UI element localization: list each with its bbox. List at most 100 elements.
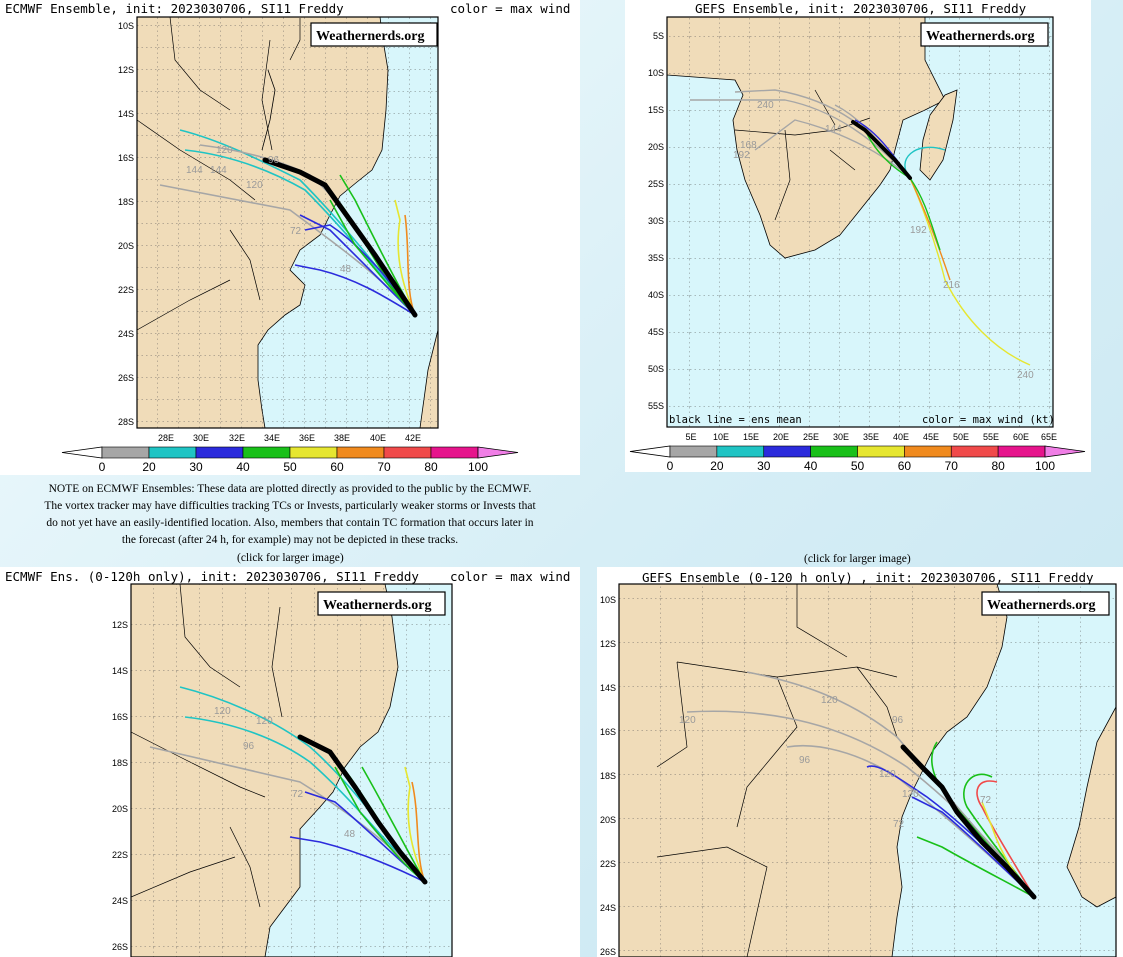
- svg-text:120: 120: [879, 769, 896, 780]
- svg-text:144: 144: [210, 165, 227, 176]
- svg-text:12S: 12S: [600, 639, 616, 649]
- grid: [131, 584, 452, 957]
- brand-label: Weathernerds.org: [323, 598, 431, 613]
- colorbar-segment: [716, 445, 765, 458]
- track-labels: 144 120 144 120 96 72 48: [186, 145, 352, 275]
- svg-text:55E: 55E: [983, 432, 999, 442]
- click-for-larger-image-link-right[interactable]: (click for larger image): [804, 553, 911, 565]
- svg-text:72: 72: [893, 819, 905, 830]
- svg-text:120: 120: [216, 145, 233, 156]
- latitude-labels: 12S 14S 16S 18S 20S 22S 24S 26S: [112, 620, 128, 952]
- colorbar-arrow-low: [61, 446, 103, 459]
- ecmwf-ensemble-map[interactable]: ECMWF Ensemble, init: 2023030706, SI11 F…: [0, 0, 580, 475]
- svg-text:12S: 12S: [118, 65, 134, 75]
- colorbar-arrow-low: [629, 445, 671, 458]
- svg-text:22S: 22S: [600, 859, 616, 869]
- svg-text:18S: 18S: [600, 771, 616, 781]
- track-labels: 120 120 96 96 120 120 72 72: [679, 695, 992, 830]
- svg-text:14S: 14S: [118, 109, 134, 119]
- svg-text:96: 96: [799, 755, 811, 766]
- colorbar-segment: [904, 445, 952, 458]
- map-title: GEFS Ensemble, init: 2023030706, SI11 Fr…: [695, 1, 1027, 16]
- svg-text:5E: 5E: [685, 432, 696, 442]
- svg-text:168: 168: [740, 140, 757, 151]
- ecmwf-note: NOTE on ECMWF Ensembles: These data are …: [44, 483, 536, 546]
- colorbar-segment: [383, 446, 432, 459]
- colorbar-segment: [950, 445, 999, 458]
- colorbar-segment: [997, 445, 1046, 458]
- svg-text:35E: 35E: [863, 432, 879, 442]
- brand-box: [981, 591, 1110, 616]
- svg-text:30E: 30E: [193, 433, 209, 443]
- colorbar-arrow-high: [1044, 445, 1086, 458]
- colorbar-label: 60: [330, 460, 344, 474]
- svg-text:12S: 12S: [112, 620, 128, 630]
- svg-text:28E: 28E: [158, 433, 174, 443]
- svg-text:96: 96: [268, 155, 280, 166]
- colorbar-label: 20: [142, 460, 156, 474]
- wind-colorbar: 0 20 30 40 50 60 70 80 100: [629, 445, 1086, 472]
- ecmwf-0-120h-map[interactable]: ECMWF Ens. (0-120h only), init: 20230307…: [0, 567, 580, 957]
- colorbar-segment: [195, 446, 244, 459]
- gefs-0-120h-map[interactable]: GEFS Ensemble (0-120 h only) , init: 202…: [597, 567, 1123, 957]
- svg-text:18S: 18S: [118, 197, 134, 207]
- colorbar-label: 0: [667, 459, 674, 472]
- svg-text:18S: 18S: [112, 758, 128, 768]
- map-frame: [130, 583, 453, 957]
- svg-text:32E: 32E: [229, 433, 245, 443]
- svg-text:30S: 30S: [648, 216, 664, 226]
- colorbar-label: 50: [283, 460, 297, 474]
- map-frame: [666, 16, 1054, 428]
- svg-text:24S: 24S: [600, 903, 616, 913]
- svg-text:65E: 65E: [1041, 432, 1057, 442]
- svg-text:120: 120: [679, 715, 696, 726]
- svg-text:48: 48: [344, 829, 356, 840]
- svg-text:15S: 15S: [648, 105, 664, 115]
- colorbar-label: 30: [189, 460, 203, 474]
- svg-text:96: 96: [892, 715, 904, 726]
- svg-text:120: 120: [246, 180, 263, 191]
- brand-box: [920, 22, 1049, 47]
- svg-text:45S: 45S: [648, 327, 664, 337]
- mean-line-note: black line = ens mean: [669, 414, 802, 426]
- svg-text:192: 192: [733, 150, 750, 161]
- colorbar-segment: [857, 445, 905, 458]
- latitude-labels: 5S 10S 15S 20S 25S 30S 35S 40S 45S 50S 5…: [648, 31, 664, 411]
- svg-text:50E: 50E: [953, 432, 969, 442]
- map-title: GEFS Ensemble (0-120 h only) , init: 202…: [642, 570, 1094, 585]
- longitude-labels: 28E 30E 32E 34E 36E 38E 40E 42E: [158, 433, 421, 443]
- colorbar-label: 0: [99, 460, 106, 474]
- svg-text:240: 240: [757, 100, 774, 111]
- svg-text:15E: 15E: [743, 432, 759, 442]
- colorbar-segment: [148, 446, 197, 459]
- svg-text:120: 120: [821, 695, 838, 706]
- svg-text:20S: 20S: [118, 241, 134, 251]
- color-note: color = max wind (kt): [922, 414, 1055, 426]
- svg-text:35S: 35S: [648, 253, 664, 263]
- colorbar-label: 30: [757, 459, 771, 472]
- svg-text:5S: 5S: [653, 31, 664, 41]
- svg-text:55S: 55S: [648, 401, 664, 411]
- latitude-labels: 10S 12S 14S 16S 18S 20S 22S 24S 26S: [600, 595, 616, 957]
- svg-text:60E: 60E: [1013, 432, 1029, 442]
- svg-text:45E: 45E: [923, 432, 939, 442]
- brand-box: [317, 591, 446, 616]
- ensemble-mean-track: [900, 744, 1037, 900]
- svg-text:38E: 38E: [334, 433, 350, 443]
- svg-text:30E: 30E: [833, 432, 849, 442]
- svg-text:10S: 10S: [118, 21, 134, 31]
- click-for-larger-image-link-left[interactable]: (click for larger image): [237, 552, 344, 564]
- svg-text:42E: 42E: [405, 433, 421, 443]
- svg-text:16S: 16S: [112, 712, 128, 722]
- svg-text:36E: 36E: [299, 433, 315, 443]
- color-note: color = max wind (kt): [450, 569, 580, 584]
- grid: [667, 17, 1053, 427]
- svg-text:40E: 40E: [370, 433, 386, 443]
- svg-text:22S: 22S: [118, 285, 134, 295]
- svg-text:192: 192: [910, 225, 927, 236]
- gefs-ensemble-map[interactable]: GEFS Ensemble, init: 2023030706, SI11 Fr…: [625, 0, 1091, 472]
- svg-text:20S: 20S: [648, 142, 664, 152]
- svg-text:48: 48: [340, 264, 352, 275]
- svg-text:14S: 14S: [112, 666, 128, 676]
- colorbar-label: 20: [710, 459, 724, 472]
